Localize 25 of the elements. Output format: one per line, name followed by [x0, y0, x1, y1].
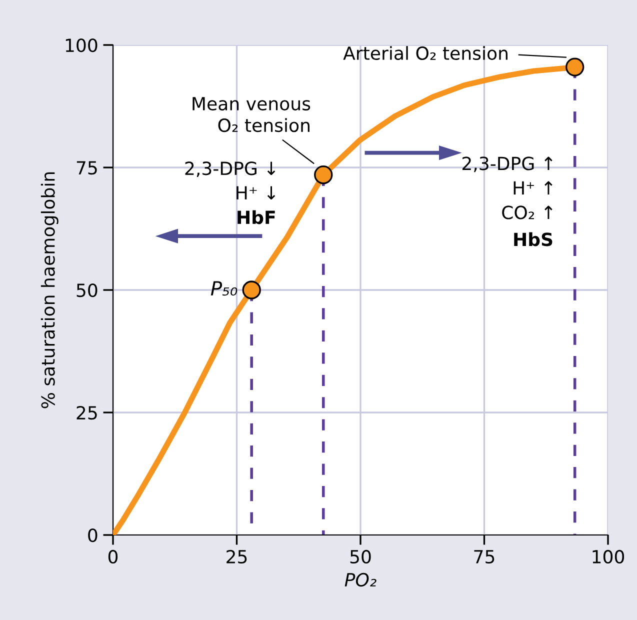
annotation: HbF: [238, 210, 275, 224]
y-tick-label: 50: [76, 283, 98, 298]
y-tick-label: 25: [76, 406, 97, 420]
x-tick-label: 25: [226, 550, 247, 564]
point: [565, 58, 584, 76]
annotation: CO₂ ↑: [502, 206, 552, 220]
annotation: HbS: [514, 232, 552, 246]
x-tick-label: 75: [474, 550, 494, 564]
point: [242, 280, 261, 300]
annotation: Arterial O₂ tension: [343, 46, 508, 60]
y-tick-label: 0: [88, 528, 98, 542]
y-tick-label: 75: [76, 161, 97, 175]
annotation: P₅₀: [210, 281, 238, 296]
annotation: H⁺ ↓: [236, 186, 276, 200]
y-axis-title: % saturation haemoglobin: [40, 172, 58, 408]
x-axis-title: PO₂: [344, 572, 376, 587]
y-tick-label: 100: [66, 38, 98, 52]
annotation: Mean venous O₂ tension: [192, 97, 310, 132]
x-tick-label: 50: [350, 550, 371, 564]
x-tick-label: 0: [108, 550, 118, 564]
point: [314, 166, 333, 184]
annotation: 2,3-DPG ↑: [462, 156, 552, 172]
x-tick-label: 100: [592, 550, 624, 564]
annotation: 2,3-DPG ↓: [185, 162, 276, 178]
annotation: H⁺ ↑: [514, 181, 552, 195]
